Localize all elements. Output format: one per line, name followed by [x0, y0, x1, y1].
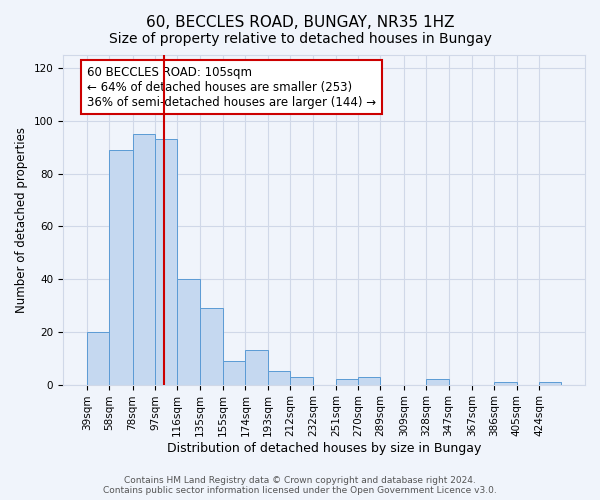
Bar — [245, 350, 268, 384]
Bar — [290, 376, 313, 384]
Y-axis label: Number of detached properties: Number of detached properties — [15, 127, 28, 313]
Bar — [200, 308, 223, 384]
Bar — [133, 134, 155, 384]
Text: 60, BECCLES ROAD, BUNGAY, NR35 1HZ: 60, BECCLES ROAD, BUNGAY, NR35 1HZ — [146, 15, 454, 30]
Text: Contains HM Land Registry data © Crown copyright and database right 2024.
Contai: Contains HM Land Registry data © Crown c… — [103, 476, 497, 495]
Bar — [539, 382, 561, 384]
Bar — [155, 140, 177, 384]
Text: 60 BECCLES ROAD: 105sqm
← 64% of detached houses are smaller (253)
36% of semi-d: 60 BECCLES ROAD: 105sqm ← 64% of detache… — [87, 66, 376, 108]
Bar — [494, 382, 517, 384]
Bar — [223, 361, 245, 384]
Bar — [177, 279, 200, 384]
Bar — [358, 376, 380, 384]
Bar — [87, 332, 109, 384]
X-axis label: Distribution of detached houses by size in Bungay: Distribution of detached houses by size … — [167, 442, 481, 455]
Bar — [336, 380, 358, 384]
Bar — [109, 150, 133, 384]
Text: Size of property relative to detached houses in Bungay: Size of property relative to detached ho… — [109, 32, 491, 46]
Bar — [268, 372, 290, 384]
Bar — [426, 380, 449, 384]
